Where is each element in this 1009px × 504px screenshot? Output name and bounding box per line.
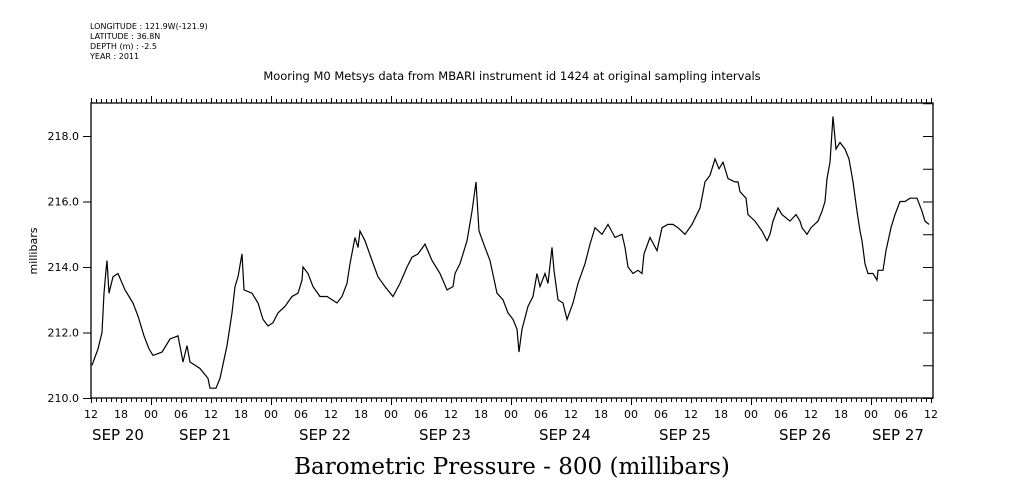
y-tick-label: 210.0 — [48, 392, 80, 405]
x-tick-label: 12 — [204, 408, 218, 421]
x-tick-label: 00 — [864, 408, 878, 421]
x-tick-label: 06 — [414, 408, 428, 421]
x-tick-label: 00 — [624, 408, 638, 421]
y-tick-label: 218.0 — [48, 130, 80, 143]
x-tick-label: 00 — [264, 408, 278, 421]
x-tick-label: 18 — [714, 408, 728, 421]
x-tick-label: 00 — [144, 408, 158, 421]
chart-title: Mooring M0 Metsys data from MBARI instru… — [263, 69, 760, 83]
y-axis-label: millibars — [27, 227, 40, 274]
x-tick-label: 06 — [174, 408, 188, 421]
x-tick-label: 12 — [324, 408, 338, 421]
x-tick-label: 06 — [294, 408, 308, 421]
x-tick-label: 06 — [774, 408, 788, 421]
date-label: SEP 22 — [299, 426, 351, 444]
date-label: SEP 25 — [659, 426, 711, 444]
pressure-series-line — [91, 116, 930, 389]
x-tick-label: 18 — [234, 408, 248, 421]
longitude-label: LONGITUDE : 121.9W(-121.9) — [90, 22, 208, 31]
date-label: SEP 26 — [779, 426, 831, 444]
x-tick-label: 12 — [924, 408, 938, 421]
depth-label: DEPTH (m) : -2.5 — [90, 42, 157, 51]
x-tick-label: 18 — [114, 408, 128, 421]
date-label: SEP 27 — [872, 426, 924, 444]
x-tick-label: 18 — [594, 408, 608, 421]
date-label: SEP 23 — [419, 426, 471, 444]
x-tick-label: 00 — [744, 408, 758, 421]
x-tick-label: 18 — [834, 408, 848, 421]
y-tick-label: 214.0 — [48, 261, 80, 274]
x-tick-label: 06 — [894, 408, 908, 421]
x-tick-label: 06 — [654, 408, 668, 421]
x-tick-label: 18 — [474, 408, 488, 421]
y-tick-label: 212.0 — [48, 327, 80, 340]
x-tick-label: 06 — [534, 408, 548, 421]
x-tick-label: 00 — [504, 408, 518, 421]
date-label: SEP 20 — [92, 426, 144, 444]
x-axis-title: Barometric Pressure - 800 (millibars) — [294, 454, 730, 480]
x-tick-label: 00 — [384, 408, 398, 421]
x-tick-label: 12 — [84, 408, 98, 421]
date-label: SEP 24 — [539, 426, 591, 444]
x-tick-label: 18 — [354, 408, 368, 421]
x-tick-label: 12 — [444, 408, 458, 421]
plot-frame — [90, 102, 934, 399]
date-label: SEP 21 — [179, 426, 231, 444]
y-tick-label: 216.0 — [48, 196, 80, 209]
x-tick-label: 12 — [684, 408, 698, 421]
year-label: YEAR : 2011 — [89, 52, 139, 61]
x-tick-label: 12 — [564, 408, 578, 421]
latitude-label: LATITUDE : 36.8N — [90, 32, 160, 41]
x-tick-label: 12 — [804, 408, 818, 421]
